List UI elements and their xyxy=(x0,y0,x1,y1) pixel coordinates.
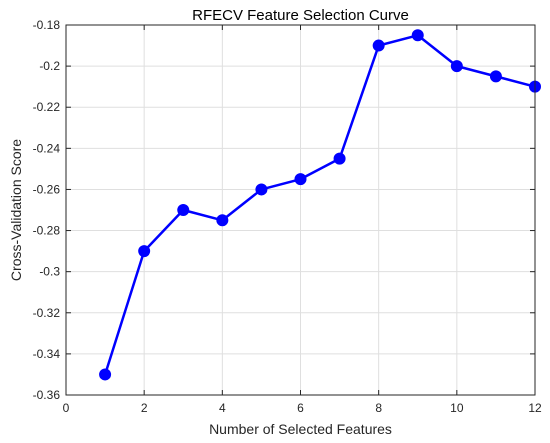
data-point xyxy=(255,183,268,196)
y-tick-label: -0.32 xyxy=(33,306,61,320)
x-axis-label: Number of Selected Features xyxy=(209,421,392,437)
y-tick-label: -0.2 xyxy=(39,59,60,73)
data-point xyxy=(99,368,112,381)
data-point xyxy=(489,70,502,83)
data-point xyxy=(177,204,190,216)
x-tick-label: 8 xyxy=(375,401,382,415)
data-point xyxy=(333,152,346,165)
x-tick-label: 12 xyxy=(528,401,542,415)
data-point xyxy=(216,214,229,227)
x-tick-label: 0 xyxy=(63,401,70,415)
y-tick-label: -0.18 xyxy=(33,18,61,32)
x-tick-label: 2 xyxy=(141,401,148,415)
chart-title: RFECV Feature Selection Curve xyxy=(192,7,409,24)
y-tick-label: -0.28 xyxy=(33,224,61,238)
y-tick-label: -0.22 xyxy=(33,100,61,114)
x-axis: 0 2 4 6 8 10 12 xyxy=(63,25,542,415)
data-point xyxy=(450,60,463,73)
y-tick-label: -0.36 xyxy=(33,388,61,402)
data-point xyxy=(294,173,307,186)
y-axis: -0.36 -0.34 -0.32 -0.3 -0.28 -0.26 -0.24 -0.22 -… xyxy=(33,18,535,402)
y-tick-label: -0.34 xyxy=(33,347,61,361)
y-axis-label: Cross-Validation Score xyxy=(8,139,24,281)
series-line xyxy=(103,34,536,375)
x-tick-label: 10 xyxy=(450,401,464,415)
data-point xyxy=(138,245,151,258)
y-tick-label: -0.24 xyxy=(33,141,61,155)
x-tick-label: 4 xyxy=(219,401,226,415)
y-tick-label: -0.3 xyxy=(39,265,60,279)
data-point xyxy=(411,29,424,42)
x-tick-label: 6 xyxy=(297,401,304,415)
data-point xyxy=(372,39,385,52)
y-tick-label: -0.26 xyxy=(33,182,61,196)
series-layer xyxy=(99,29,541,381)
